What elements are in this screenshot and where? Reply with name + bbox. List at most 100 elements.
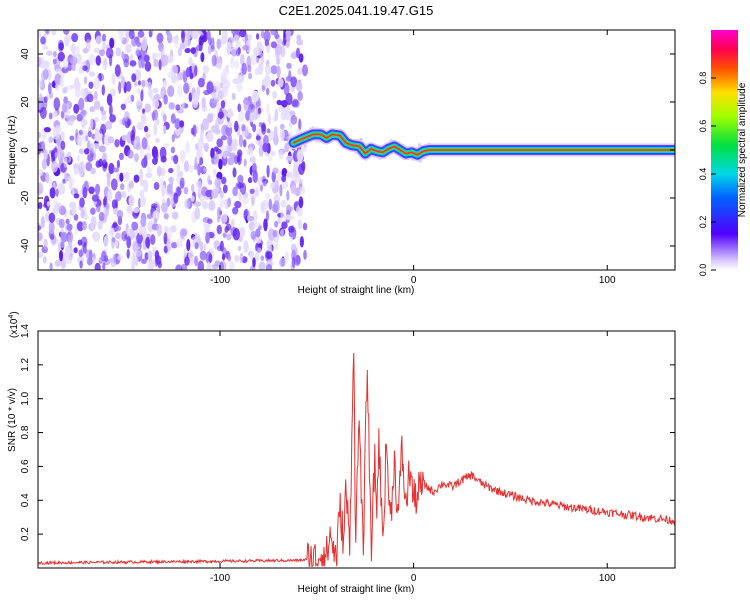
noise-blob (54, 259, 62, 267)
noise-blob (231, 218, 235, 228)
noise-blob (59, 250, 63, 262)
noise-blob (91, 231, 99, 240)
noise-blob (145, 236, 151, 249)
noise-blob (265, 251, 273, 260)
noise-blob (301, 161, 305, 171)
noise-blob (135, 250, 142, 257)
noise-blob (263, 218, 268, 232)
noise-blob (211, 263, 219, 270)
noise-blob (171, 211, 179, 220)
noise-blob (78, 97, 85, 111)
noise-blob (109, 114, 116, 123)
noise-blob (118, 81, 122, 94)
noise-blob (190, 47, 196, 54)
noise-blob (163, 232, 168, 245)
noise-blob (131, 221, 139, 231)
y-tick-label: 1.4 (20, 324, 31, 338)
noise-blob (199, 131, 204, 143)
noise-blob (89, 106, 96, 113)
noise-blob (236, 156, 241, 163)
noise-blob (46, 201, 50, 207)
noise-blob (119, 172, 124, 182)
noise-blob (160, 176, 164, 190)
noise-blob (106, 174, 111, 188)
noise-blob (114, 139, 120, 148)
noise-blob (246, 215, 250, 221)
noise-blob (95, 55, 102, 66)
noise-blob (286, 155, 294, 161)
noise-blob (60, 110, 65, 119)
noise-blob (88, 186, 95, 195)
noise-blob (152, 99, 160, 109)
noise-blob (50, 150, 55, 160)
noise-blob (136, 121, 144, 131)
noise-blob (128, 30, 135, 40)
scale-factor: (x104) (8, 311, 20, 338)
noise-blob (168, 102, 175, 110)
noise-blob (82, 109, 88, 116)
noise-blob (266, 45, 270, 53)
noise-blob (86, 93, 94, 103)
noise-blob (294, 187, 301, 197)
noise-blob (163, 54, 169, 66)
noise-blob (197, 260, 205, 270)
noise-blob (152, 210, 160, 222)
noise-blob (202, 65, 209, 74)
noise-blob (66, 84, 73, 91)
noise-blob (194, 65, 198, 77)
noise-blob (255, 228, 261, 238)
noise-blob (125, 43, 132, 54)
noise-blob (249, 251, 254, 260)
noise-blob (219, 190, 224, 199)
noise-blob (121, 76, 125, 89)
spectral-ridge (287, 126, 675, 163)
noise-blob (292, 98, 299, 107)
noise-blob (176, 172, 182, 184)
snr-panel: -100 0 100 0.2 0.4 0.6 0.8 1.0 1.2 1.4 Height of … (7, 311, 676, 595)
noise-blob (156, 32, 164, 44)
noise-blob (239, 30, 247, 38)
noise-blob (114, 225, 122, 232)
noise-blob (280, 45, 286, 58)
bottom-plot-frame (37, 330, 676, 569)
noise-blob (163, 143, 169, 149)
noise-blob (274, 220, 279, 228)
noise-blob (99, 49, 105, 57)
noise-blob (274, 30, 279, 40)
noise-blob (43, 149, 48, 161)
noise-blob (91, 221, 95, 230)
noise-blob (287, 215, 295, 220)
noise-blob (211, 188, 219, 199)
noise-blob (102, 198, 107, 206)
noise-blob (76, 154, 80, 162)
noise-blob (133, 81, 138, 87)
noise-blob (163, 125, 167, 135)
noise-blob (281, 180, 289, 189)
noise-blob (68, 180, 73, 190)
noise-blob (62, 102, 68, 113)
noise-blob (295, 81, 303, 92)
top-xlabel: Height of straight line (km) (298, 285, 415, 296)
noise-blob (241, 124, 246, 132)
noise-blob (67, 175, 72, 182)
noise-blob (87, 130, 93, 138)
noise-blob (261, 123, 267, 135)
noise-blob (299, 236, 304, 248)
noise-blob (88, 81, 94, 90)
noise-blob (237, 103, 242, 112)
noise-blob (64, 34, 70, 47)
chart-title: C2E1.2025.041.19.47.G15 (279, 3, 434, 18)
noise-blob (88, 53, 96, 66)
noise-blob (60, 140, 66, 150)
colorbar-tick-label: 0.8 (698, 72, 708, 85)
noise-blob (232, 186, 238, 197)
noise-blob (273, 125, 278, 137)
noise-blob (199, 35, 206, 42)
noise-blob (175, 104, 181, 111)
noise-blob (121, 190, 126, 198)
noise-blob (83, 214, 89, 221)
noise-blob (175, 264, 183, 270)
noise-blob (279, 184, 283, 197)
noise-blob (262, 142, 269, 153)
noise-blob (251, 107, 259, 121)
